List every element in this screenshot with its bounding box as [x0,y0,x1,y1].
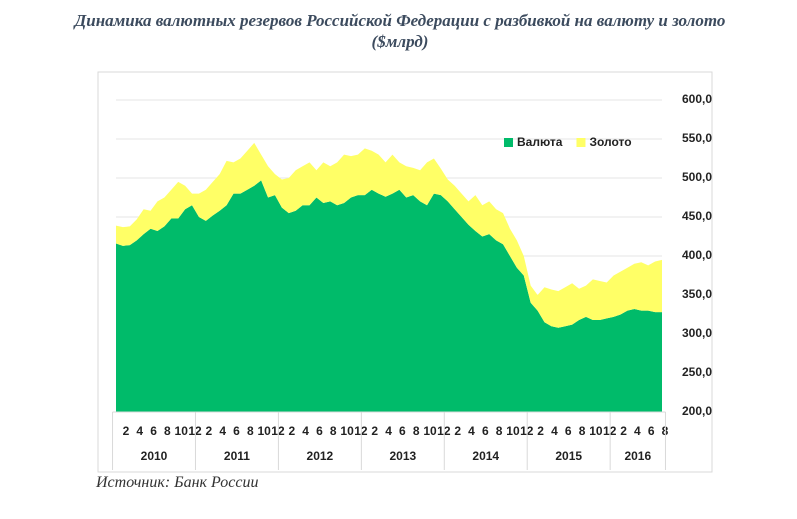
y-tick-label: 600,0 [682,92,712,106]
y-tick-label: 550,0 [682,131,712,145]
x-tick-label: 10 [175,424,189,438]
source: Источник: Банк России [96,474,259,491]
x-tick-label: 4 [634,424,641,438]
x-tick-label: 4 [219,424,226,438]
x-tick-label: 6 [150,424,157,438]
legend-swatch [504,138,513,147]
x-tick-label: 2 [620,424,627,438]
y-tick-label: 500,0 [682,170,712,184]
x-tick-label: 2 [206,424,213,438]
x-tick-label: 6 [565,424,572,438]
x-group-label: 2016 [624,449,651,463]
x-tick-label: 10 [506,424,520,438]
x-tick-label: 8 [413,424,420,438]
plot-frame [97,71,713,473]
x-tick-label: 4 [468,424,475,438]
x-tick-label: 8 [496,424,503,438]
x-tick-label: 4 [302,424,309,438]
x-tick-label: 6 [648,424,655,438]
x-tick-label: 6 [233,424,240,438]
x-tick-label: 6 [316,424,323,438]
x-tick-label: 2 [537,424,544,438]
x-tick-label: 8 [330,424,337,438]
y-tick-label: 400,0 [682,248,712,262]
y-tick-label: 450,0 [682,209,712,223]
y-tick-label: 250,0 [682,365,712,379]
x-group-label: 2015 [555,449,582,463]
x-tick-label: 4 [385,424,392,438]
x-group-label: 2014 [472,449,499,463]
x-tick-label: 4 [551,424,558,438]
x-tick-label: 8 [579,424,586,438]
x-tick-label: 8 [247,424,254,438]
x-tick-label: 2 [454,424,461,438]
x-tick-label: 2 [371,424,378,438]
x-group-label: 2011 [224,449,250,463]
x-tick-label: 2 [123,424,130,438]
x-group-label: 2013 [389,449,416,463]
x-tick-label: 10 [589,424,603,438]
x-group-label: 2010 [141,449,168,463]
x-tick-label: 6 [399,424,406,438]
x-tick-label: 4 [136,424,143,438]
y-tick-label: 300,0 [682,326,712,340]
x-tick-label: 2 [288,424,295,438]
y-tick-label: 350,0 [682,287,712,301]
x-tick-label: 10 [340,424,354,438]
area [116,180,662,412]
legend-label: Валюта [517,135,563,149]
area [116,142,662,328]
x-tick-label: 8 [164,424,171,438]
x-tick-label: 6 [482,424,489,438]
x-group-label: 2012 [307,449,334,463]
x-tick-label: 10 [257,424,271,438]
legend-swatch [576,138,586,147]
x-tick-label: 10 [423,424,437,438]
y-tick-label: 200,0 [682,404,712,418]
legend-label: Золото [589,135,631,149]
chart-title: Динамика валютных резервов Российской Фе… [74,11,726,51]
